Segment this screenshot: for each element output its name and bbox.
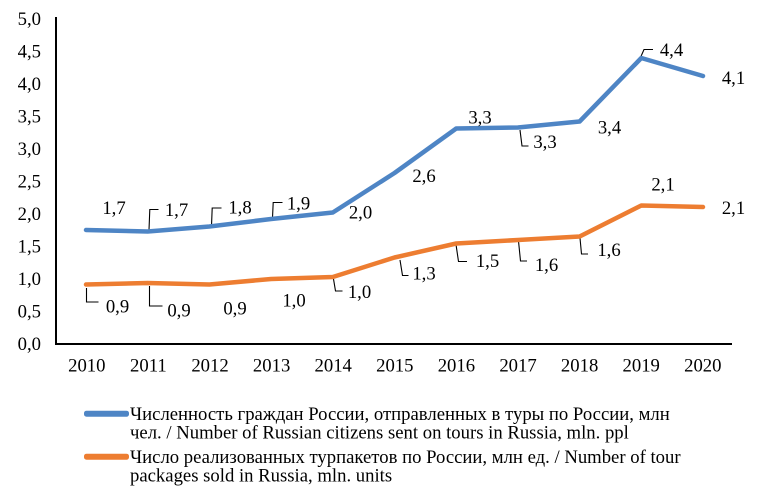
svg-text:Численность граждан России, от: Численность граждан России, отправленных… [130,404,670,425]
svg-text:2010: 2010 [68,356,105,377]
svg-text:1,3: 1,3 [412,264,435,285]
svg-text:2016: 2016 [438,356,475,377]
svg-text:0,9: 0,9 [167,301,190,322]
svg-text:packages sold in Russia, mln.: packages sold in Russia, mln. units [130,466,392,487]
svg-text:1,6: 1,6 [535,255,558,276]
svg-text:2,0: 2,0 [349,203,372,224]
svg-text:1,0: 1,0 [18,269,41,290]
svg-text:1,6: 1,6 [597,240,620,261]
svg-text:4,5: 4,5 [18,42,41,63]
svg-text:3,0: 3,0 [18,139,41,160]
svg-text:2014: 2014 [315,356,353,377]
svg-text:1,0: 1,0 [282,291,305,312]
svg-text:1,5: 1,5 [476,251,499,272]
svg-text:0,0: 0,0 [18,334,41,355]
svg-text:2018: 2018 [561,356,598,377]
svg-text:Число реализованных турпакетов: Число реализованных турпакетов по России… [130,447,681,468]
svg-text:чел. / Number of Russian citiz: чел. / Number of Russian citizens sent o… [130,423,629,444]
svg-text:0,5: 0,5 [18,302,41,323]
svg-text:2019: 2019 [623,356,660,377]
svg-text:2020: 2020 [684,356,721,377]
svg-text:1,9: 1,9 [287,194,310,215]
svg-text:2012: 2012 [191,356,228,377]
svg-text:4,4: 4,4 [660,40,684,61]
svg-text:2013: 2013 [253,356,290,377]
svg-text:1,7: 1,7 [165,200,188,221]
svg-text:3,4: 3,4 [598,118,622,139]
svg-text:2,5: 2,5 [18,172,41,193]
svg-text:2,0: 2,0 [18,204,41,225]
svg-text:1,5: 1,5 [18,237,41,258]
svg-text:2015: 2015 [376,356,413,377]
svg-text:5,0: 5,0 [18,9,41,30]
svg-text:3,3: 3,3 [468,108,491,129]
svg-text:1,8: 1,8 [228,198,251,219]
svg-text:4,0: 4,0 [18,74,41,95]
svg-text:2,1: 2,1 [722,198,745,219]
svg-text:0,9: 0,9 [223,299,246,320]
svg-text:3,5: 3,5 [18,107,41,128]
svg-text:2,1: 2,1 [651,175,674,196]
svg-text:2017: 2017 [499,356,536,377]
svg-text:2011: 2011 [130,356,167,377]
svg-text:2,6: 2,6 [412,166,435,187]
svg-text:1,7: 1,7 [102,198,125,219]
svg-text:1,0: 1,0 [348,282,371,303]
svg-text:0,9: 0,9 [106,297,129,318]
svg-text:3,3: 3,3 [533,132,556,153]
svg-text:4,1: 4,1 [722,68,745,89]
